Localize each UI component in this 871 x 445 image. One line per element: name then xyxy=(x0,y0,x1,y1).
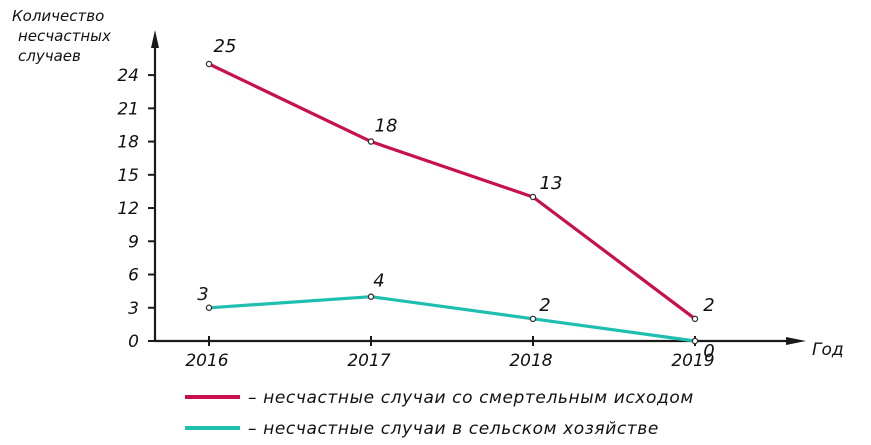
x-tick-label: 2018 xyxy=(509,351,552,371)
y-tick-label: 0 xyxy=(128,332,139,352)
y-tick-label: 12 xyxy=(117,199,139,219)
y-tick-label: 15 xyxy=(117,166,139,186)
data-label: 13 xyxy=(540,173,563,194)
data-point xyxy=(529,193,537,201)
legend-label-fatal: – несчастные случаи со смертельным исход… xyxy=(248,388,694,408)
data-label: 3 xyxy=(197,284,208,305)
data-label: 4 xyxy=(373,271,384,292)
x-tick-label: 2019 xyxy=(671,351,714,371)
data-point xyxy=(367,138,375,145)
y-tick-label: 3 xyxy=(128,299,139,319)
y-tick-label: 18 xyxy=(117,133,139,153)
data-point xyxy=(691,315,699,323)
x-tick-label: 2017 xyxy=(347,351,390,371)
y-tick-label: 21 xyxy=(117,99,139,119)
x-axis-ticks: 2016 2017 2018 2019 xyxy=(185,336,715,371)
data-label: 25 xyxy=(214,36,237,57)
series-line-1 xyxy=(207,62,697,321)
x-axis-label: Год xyxy=(812,340,844,360)
y-axis-label-line-2: несчастных xyxy=(18,27,111,45)
y-axis-arrow xyxy=(151,30,159,48)
y-axis-label-line-1: Количество xyxy=(12,7,104,25)
data-point xyxy=(205,304,213,312)
series-points xyxy=(205,60,699,345)
data-label: 18 xyxy=(375,116,398,137)
data-label: 0 xyxy=(703,341,714,362)
y-tick-label: 24 xyxy=(117,66,139,86)
data-labels: 25 18 13 2 3 4 2 0 xyxy=(197,36,714,362)
chart-legend: – несчастные случаи со смертельным исход… xyxy=(185,388,694,439)
y-tick-label: 9 xyxy=(128,232,139,252)
y-axis-label-line-3: случаев xyxy=(18,47,81,65)
data-point xyxy=(529,315,537,323)
data-point xyxy=(205,60,213,68)
y-axis-ticks: 0 3 6 9 12 15 18 21 24 xyxy=(117,66,155,352)
x-tick-label: 2016 xyxy=(185,351,228,371)
series-lines xyxy=(207,62,697,343)
legend-label-agriculture: – несчастные случаи в сельском хозяйстве xyxy=(248,419,659,439)
data-point xyxy=(367,293,375,300)
data-label: 2 xyxy=(539,295,550,316)
x-axis-arrow xyxy=(786,337,806,345)
data-point xyxy=(691,337,699,345)
series-line-2 xyxy=(207,295,697,343)
y-tick-label: 6 xyxy=(128,266,139,286)
data-label: 2 xyxy=(703,295,714,316)
